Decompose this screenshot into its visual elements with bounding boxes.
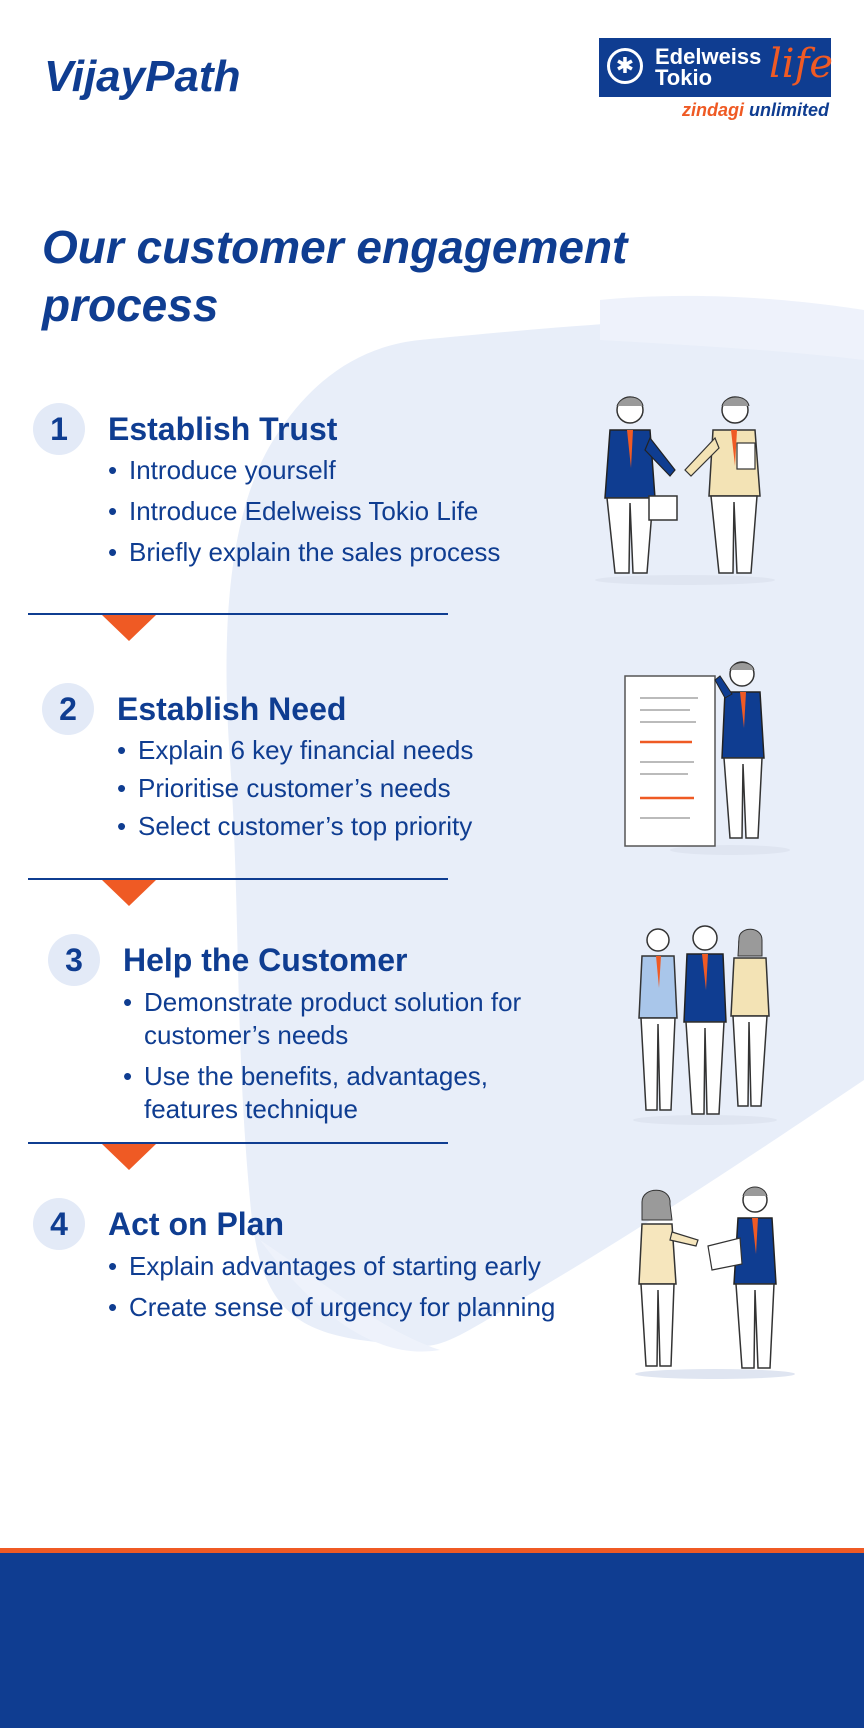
down-arrow-icon [102,1144,156,1170]
footer-band [0,1553,864,1728]
step-number: 1 [33,403,85,455]
divider-line [28,1142,448,1144]
handshake-illustration-icon [595,396,775,585]
bullet-item: Explain advantages of starting early [108,1250,568,1283]
logo-box: ✱ Edelweiss Tokio life [599,38,834,97]
logo-text-line1: Edelweiss [655,44,762,69]
bullet-item: Use the benefits, advantages, features t… [123,1060,563,1126]
step-divider [28,613,448,649]
step-title: Help the Customer [123,942,408,978]
bullet-item: Explain 6 key financial needs [117,735,473,766]
step-number: 4 [33,1198,85,1250]
bullet-item: Create sense of urgency for planning [108,1291,568,1324]
flower-icon: ✱ [607,48,643,84]
step-title: Establish Trust [108,411,338,447]
bullet-item: Briefly explain the sales process [108,537,500,568]
step-title: Act on Plan [108,1206,285,1242]
advisor-customer-illustration-icon [635,1186,795,1379]
logo-tagline: zindagi unlimited [682,100,829,121]
step-bullets: Explain advantages of starting early Cre… [108,1250,568,1332]
bullet-item: Demonstrate product solution for custome… [123,986,563,1052]
bullet-item: Introduce yourself [108,455,500,486]
step-title: Establish Need [117,691,347,727]
step-bullets: Explain 6 key financial needs Prioritise… [117,735,473,849]
page-title: Our customer engagement process [42,221,628,331]
divider-line [28,613,448,615]
bullet-item: Introduce Edelweiss Tokio Life [108,496,500,527]
edelweiss-tokio-life-logo: ✱ Edelweiss Tokio life zindagi unlimited [599,38,834,124]
tagline-zindagi: zindagi [681,100,744,120]
logo-life-script: life [769,41,834,87]
bullet-item: Select customer’s top priority [117,811,473,842]
bullet-item: Prioritise customer’s needs [117,773,473,804]
footer-accent-stripe [0,1548,864,1553]
team-illustration-icon [633,925,777,1125]
down-arrow-icon [102,615,156,641]
logo-text-line2: Tokio [655,65,713,90]
step-divider [28,878,448,914]
tagline-unlimited: unlimited [749,100,829,120]
brand-name: VijayPath [44,52,241,101]
divider-line [28,878,448,880]
step-number: 3 [48,934,100,986]
presenter-board-illustration-icon [624,661,790,855]
step-bullets: Demonstrate product solution for custome… [123,986,563,1134]
step-divider [28,1142,448,1178]
step-number: 2 [42,683,94,735]
down-arrow-icon [102,880,156,906]
step-bullets: Introduce yourself Introduce Edelweiss T… [108,455,500,578]
